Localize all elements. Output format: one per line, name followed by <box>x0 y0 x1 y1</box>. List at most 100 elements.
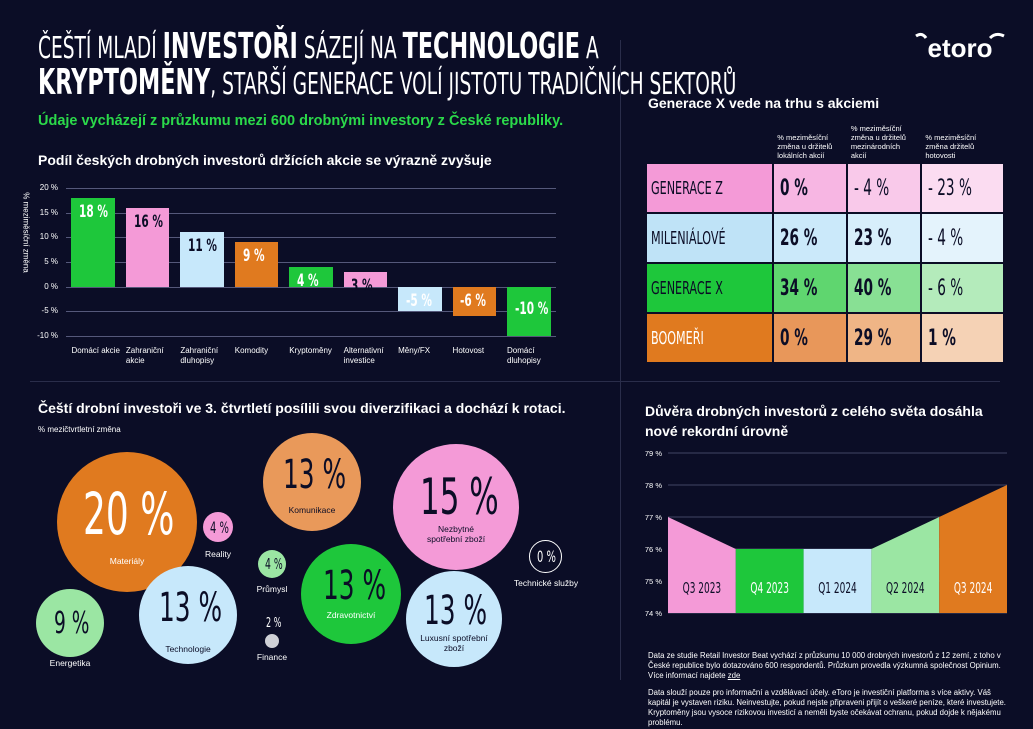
table-header-cell: % meziměsíční změna u držitelů mezinárod… <box>850 124 906 160</box>
y-tick-label: 15 % <box>39 207 58 217</box>
bar-chart: 20 % 15 % 10 % 5 % 0 % -5 % -10 % 18 % Domácí ak… <box>0 0 620 380</box>
bar-chart-title: Podíl českých drobných investorů držícíc… <box>38 152 492 168</box>
bubble-label: Luxusní spotřební zboží <box>420 633 488 653</box>
x-category-line: investice <box>343 356 375 365</box>
bar-value-label: 9 % <box>242 246 265 267</box>
bubble-luxusni: 13 % Luxusní spotřební zboží <box>406 571 502 667</box>
gridline <box>66 286 556 288</box>
bubble-chart-ylabel: % mezičtvrtletní změna <box>38 425 121 434</box>
table-row: MILENIÁLOVÉ 26 % 23 % - 4 % <box>647 214 1003 262</box>
label-prumysl: Průmysl <box>256 584 288 594</box>
x-category-line: dluhopisy <box>180 356 215 365</box>
bar <box>180 232 224 287</box>
row-label: GENERACE X <box>647 264 773 312</box>
area-segment <box>939 485 1007 613</box>
x-category-label: Měny/FX <box>398 346 456 356</box>
x-category-line: Domácí akcie <box>71 346 120 355</box>
area-title-line1: Důvěra drobných investorů z celého světa… <box>645 403 983 419</box>
bubble-prumysl: 4 % <box>258 550 286 578</box>
bar-value-label: 4 % <box>297 270 319 291</box>
y-tick-label: -5 % <box>41 306 58 316</box>
cell-value: 29 % <box>853 325 892 351</box>
area-chart: 74 % 75 % 76 % 77 % 78 % 79 % Q3 2023 Q4 2023 Q1… <box>620 440 1033 630</box>
footnote-1: Data ze studie Retail Investor Beat vych… <box>648 651 1006 681</box>
cell-value: - 4 % <box>928 225 964 251</box>
bubble-zdravotnictvi: 13 % Zdravotnictví <box>301 544 401 644</box>
y-tick-label: 75 % <box>645 577 662 586</box>
table-cell: 26 % <box>774 214 846 262</box>
y-tick-label: 76 % <box>645 545 662 554</box>
area-chart-title: Důvěra drobných investorů z celého světa… <box>645 401 983 441</box>
row-label-text: BOOMEŘI <box>651 327 704 349</box>
x-category-line: Hotovost <box>452 346 485 355</box>
x-category-label: Q3 2023 <box>683 580 722 597</box>
gridline <box>66 336 556 337</box>
bubble-technicke-sluzby: 0 % <box>529 540 562 573</box>
bar-value-label: 16 % <box>133 211 163 232</box>
bubble-value: 13 % <box>283 452 347 498</box>
y-tick-label: 77 % <box>645 513 662 522</box>
x-category-line: akcie <box>125 356 145 365</box>
x-category-label: Q3 2024 <box>954 580 993 597</box>
footnote-2: Data slouží pouze pro informační a vzděl… <box>648 688 1006 727</box>
bubble-technologie: 13 % Technologie <box>139 566 237 664</box>
title-line2-part-2: , STARŠÍ GENERACE VOLÍ JISTOTU TRADIČNÍC… <box>210 67 737 102</box>
x-category-line: Domácí <box>507 346 535 355</box>
cell-value: 1 % <box>928 325 957 351</box>
table-row: GENERACE Z 0 % - 4 % - 23 % <box>647 164 1003 212</box>
row-label: BOOMEŘI <box>647 314 773 362</box>
footnote-text: Data ze studie Retail Investor Beat vych… <box>648 651 1001 680</box>
title-part-4: TECHNOLOGIE <box>402 26 581 67</box>
finance-value: 2 % <box>266 616 282 631</box>
gridline <box>66 262 556 263</box>
title-part-2: INVESTOŘI <box>162 26 298 67</box>
footnote-link[interactable]: zde <box>727 671 741 680</box>
bubble-finance <box>265 634 279 648</box>
y-tick-label: 74 % <box>645 609 662 618</box>
bubble-komunikace: 13 % Komunikace <box>263 433 361 531</box>
cell-value: 26 % <box>780 225 818 251</box>
x-category-line: dluhopisy <box>507 356 541 365</box>
area-segment <box>803 549 872 613</box>
x-category-label: Hotovost <box>453 346 511 356</box>
x-category-line: Zahraniční <box>180 346 219 355</box>
cell-value: 40 % <box>853 275 892 301</box>
bubble-label: Zdravotnictví <box>326 610 376 620</box>
table-row: GENERACE X 34 % 40 % - 6 % <box>647 264 1003 312</box>
bar <box>234 242 279 287</box>
table-cell: 34 % <box>774 264 846 312</box>
cell-value: - 4 % <box>853 175 890 201</box>
x-category-label: Q2 2024 <box>886 580 925 597</box>
x-category-label: Domácí akcie <box>71 346 129 356</box>
title-line2-part-1: KRYPTOMĚNY <box>38 62 211 103</box>
area-segment <box>871 517 940 613</box>
gridline <box>66 311 556 313</box>
y-tick-label: -10 % <box>37 331 58 340</box>
table-cell: - 6 % <box>922 264 1003 312</box>
x-category-line: Komodity <box>234 346 269 355</box>
cell-value: 34 % <box>780 275 818 301</box>
table-row: BOOMEŘI 0 % 29 % 1 % <box>647 314 1003 362</box>
bar-value-label: 11 % <box>188 236 218 257</box>
title-part-5: A <box>580 31 599 66</box>
bubble-label: Technologie <box>165 644 211 654</box>
x-category-label: Alternativní investice <box>344 346 402 366</box>
area-title-line2: nové rekordní úrovně <box>645 423 789 439</box>
x-category-label: Q4 2023 <box>750 580 789 597</box>
main-title: ČEŠTÍ MLADÍ INVESTOŘI SÁZEJÍ NA TECHNOLO… <box>38 29 599 66</box>
label-reality: Reality <box>205 549 231 559</box>
title-part-1: ČEŠTÍ MLADÍ <box>38 31 163 66</box>
label-energetika: Energetika <box>49 658 91 668</box>
x-category-label: Zahraniční akcie <box>126 346 184 366</box>
y-tick-label: 79 % <box>645 449 662 458</box>
cell-value: 0 % <box>780 325 809 351</box>
table-cell: 0 % <box>774 314 846 362</box>
bubble-value: 13 % <box>424 588 488 634</box>
bubble-label: Materiály <box>109 556 145 566</box>
main-title-line2: KRYPTOMĚNY, STARŠÍ GENERACE VOLÍ JISTOTU… <box>38 65 737 102</box>
bubble-value: 20 % <box>83 480 175 548</box>
x-category-label: Q1 2024 <box>818 580 857 597</box>
x-category-line: Zahraniční <box>125 346 164 355</box>
cell-value: 0 % <box>780 175 809 201</box>
area-segment <box>735 549 804 613</box>
